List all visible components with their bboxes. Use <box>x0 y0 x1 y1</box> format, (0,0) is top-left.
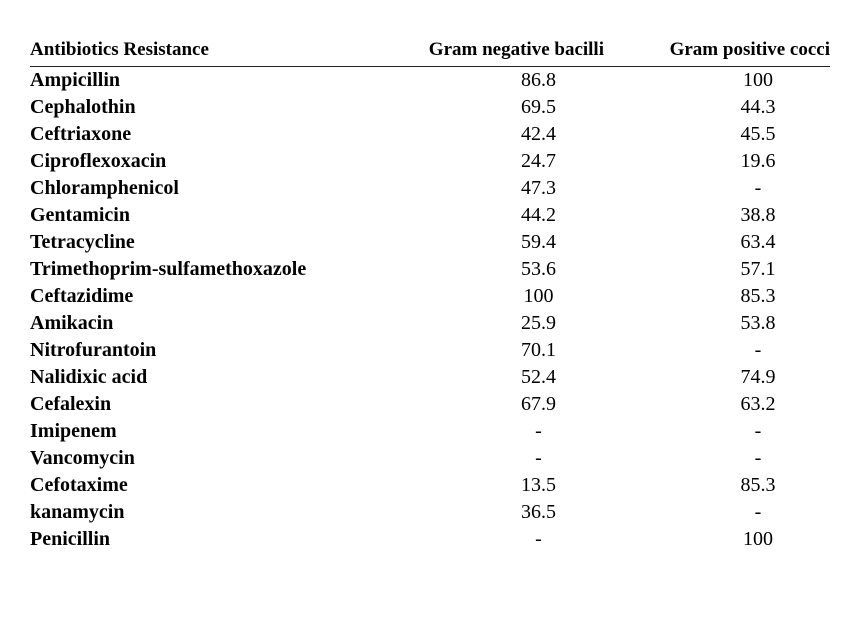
gram-negative-value-cell: 59.4 <box>521 231 556 253</box>
resistance-table-container: Antibiotics Resistance Gram negative bac… <box>30 34 830 553</box>
table-row: kanamycin 36.5 - <box>30 499 830 526</box>
gram-positive-value-cell: 38.8 <box>740 204 776 226</box>
antibiotic-name-cell: Gentamicin <box>30 204 130 226</box>
antibiotic-name-cell: Ceftriaxone <box>30 123 132 145</box>
antibiotic-name-cell: Nalidixic acid <box>30 366 148 388</box>
gram-positive-value-cell: - <box>754 420 762 442</box>
antibiotic-name-cell: Vancomycin <box>30 447 135 469</box>
table-row: Penicillin - 100 <box>30 526 830 553</box>
gram-negative-value-cell: 86.8 <box>521 69 556 91</box>
header-gram-negative-bacilli: Gram negative bacilli <box>380 34 604 67</box>
gram-negative-value-cell: 53.6 <box>521 258 556 280</box>
antibiotic-name-cell: Nitrofurantoin <box>30 339 157 361</box>
antibiotic-name-cell: Ampicillin <box>30 69 121 91</box>
gram-negative-value-cell: 47.3 <box>521 177 556 199</box>
antibiotic-name-cell: Cefotaxime <box>30 474 128 496</box>
gram-negative-value-cell: - <box>535 528 542 550</box>
gram-positive-value-cell: 85.3 <box>740 285 776 307</box>
table-row: Amikacin 25.9 53.8 <box>30 310 830 337</box>
gram-negative-value-cell: 52.4 <box>521 366 556 388</box>
table-header-row: Antibiotics Resistance Gram negative bac… <box>30 34 830 67</box>
gram-negative-value-cell: 44.2 <box>521 204 556 226</box>
gram-negative-value-cell: 42.4 <box>521 123 556 145</box>
antibiotic-name-cell: Trimethoprim-sulfamethoxazole <box>30 258 307 280</box>
antibiotic-name-cell: Chloramphenicol <box>30 177 179 199</box>
antibiotic-name-cell: Ceftazidime <box>30 285 134 307</box>
gram-positive-value-cell: 57.1 <box>740 258 776 280</box>
table-row: Ceftriaxone 42.4 45.5 <box>30 121 830 148</box>
table-row: Ciproflexoxacin 24.7 19.6 <box>30 148 830 175</box>
table-row: Cefotaxime 13.5 85.3 <box>30 472 830 499</box>
gram-positive-value-cell: 44.3 <box>740 96 776 118</box>
antibiotic-name-cell: Imipenem <box>30 420 117 442</box>
table-row: Nitrofurantoin 70.1 - <box>30 337 830 364</box>
table-row: Trimethoprim-sulfamethoxazole 53.6 57.1 <box>30 256 830 283</box>
table-row: Gentamicin 44.2 38.8 <box>30 202 830 229</box>
gram-positive-value-cell: - <box>754 339 762 361</box>
table-row: Cephalothin 69.5 44.3 <box>30 94 830 121</box>
gram-negative-value-cell: 13.5 <box>521 474 556 496</box>
gram-positive-value-cell: - <box>754 501 762 523</box>
gram-negative-value-cell: 69.5 <box>521 96 556 118</box>
table-body: Ampicillin 86.8 100 Cephalothin 69.5 44.3 Ceft… <box>30 67 830 554</box>
antibiotic-name-cell: Tetracycline <box>30 231 135 253</box>
table-row: Nalidixic acid 52.4 74.9 <box>30 364 830 391</box>
gram-positive-value-cell: 19.6 <box>740 150 776 172</box>
gram-positive-value-cell: - <box>754 447 762 469</box>
gram-negative-value-cell: 25.9 <box>521 312 556 334</box>
gram-negative-value-cell: 67.9 <box>521 393 556 415</box>
antibiotic-name-cell: Penicillin <box>30 528 110 550</box>
antibiotic-name-cell: Cephalothin <box>30 96 136 118</box>
gram-positive-value-cell: - <box>754 177 762 199</box>
table-row: Ampicillin 86.8 100 <box>30 67 830 95</box>
table-row: Chloramphenicol 47.3 - <box>30 175 830 202</box>
gram-negative-value-cell: - <box>535 420 542 442</box>
header-gram-positive-cocci: Gram positive cocci <box>604 34 830 67</box>
gram-positive-value-cell: 100 <box>743 69 773 91</box>
gram-negative-value-cell: - <box>535 447 542 469</box>
header-antibiotics-resistance: Antibiotics Resistance <box>30 34 380 67</box>
gram-negative-value-cell: 36.5 <box>521 501 556 523</box>
gram-positive-value-cell: 53.8 <box>740 312 776 334</box>
gram-positive-value-cell: 45.5 <box>740 123 776 145</box>
table-row: Vancomycin - - <box>30 445 830 472</box>
gram-positive-value-cell: 63.4 <box>740 231 776 253</box>
table-row: Tetracycline 59.4 63.4 <box>30 229 830 256</box>
gram-negative-value-cell: 24.7 <box>521 150 556 172</box>
table-row: Ceftazidime 100 85.3 <box>30 283 830 310</box>
table-row: Imipenem - - <box>30 418 830 445</box>
gram-positive-value-cell: 100 <box>743 528 773 550</box>
gram-positive-value-cell: 74.9 <box>740 366 776 388</box>
gram-negative-value-cell: 100 <box>523 285 554 307</box>
antibiotic-resistance-table: Antibiotics Resistance Gram negative bac… <box>30 34 830 553</box>
gram-positive-value-cell: 63.2 <box>740 393 776 415</box>
table-row: Cefalexin 67.9 63.2 <box>30 391 830 418</box>
gram-negative-value-cell: 70.1 <box>521 339 556 361</box>
antibiotic-name-cell: Ciproflexoxacin <box>30 150 167 172</box>
antibiotic-name-cell: kanamycin <box>30 501 125 523</box>
gram-positive-value-cell: 85.3 <box>740 474 776 496</box>
antibiotic-name-cell: Cefalexin <box>30 393 112 415</box>
antibiotic-name-cell: Amikacin <box>30 312 114 334</box>
